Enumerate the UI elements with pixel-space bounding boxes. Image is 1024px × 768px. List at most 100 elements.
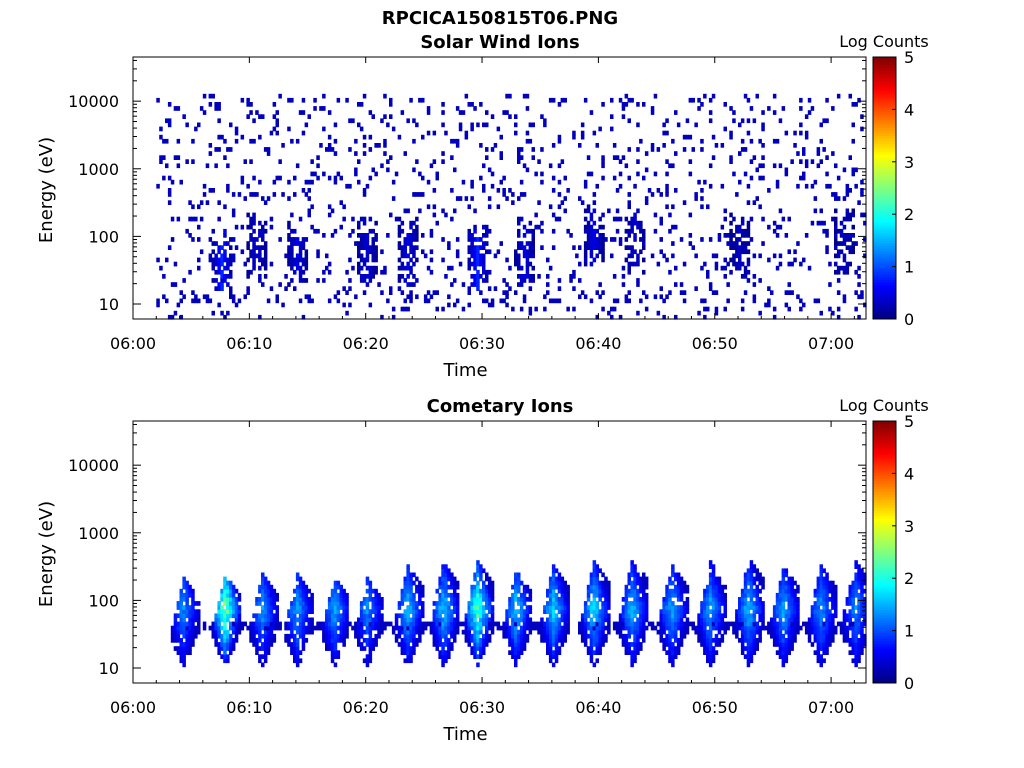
- heatmap-cell: [540, 147, 544, 152]
- heatmap-cell: [778, 613, 783, 619]
- heatmap-cell: [473, 617, 477, 623]
- colorbar-segment: [873, 305, 896, 309]
- heatmap-cell: [845, 245, 850, 250]
- heatmap-cell: [813, 605, 818, 610]
- heatmap-cell: [517, 261, 521, 267]
- heatmap-cell: [330, 208, 335, 214]
- heatmap-cell: [252, 216, 256, 222]
- heatmap-cell: [604, 237, 608, 242]
- heatmap-cell: [781, 609, 786, 614]
- heatmap-cell: [304, 265, 309, 271]
- heatmap-cell: [583, 183, 588, 189]
- heatmap-cell: [810, 220, 815, 226]
- heatmap-cell: [246, 212, 250, 218]
- heatmap-cell: [711, 576, 716, 582]
- heatmap-cell: [784, 646, 789, 651]
- heatmap-cell: [752, 617, 757, 623]
- heatmap-cell: [793, 249, 797, 255]
- heatmap-cell: [851, 605, 855, 610]
- heatmap-cell: [586, 625, 591, 631]
- heatmap-cell: [639, 228, 643, 234]
- heatmap-cell: [746, 580, 751, 586]
- heatmap-cell: [266, 584, 271, 590]
- heatmap-cell: [179, 592, 183, 598]
- heatmap-cell: [470, 584, 474, 590]
- heatmap-cell: [548, 163, 553, 169]
- colorbar-segment: [873, 245, 896, 249]
- heatmap-cell: [668, 650, 672, 655]
- heatmap-cell: [714, 261, 719, 267]
- heatmap-cell: [400, 249, 405, 255]
- heatmap-cell: [330, 147, 335, 152]
- heatmap-cell: [778, 617, 783, 623]
- heatmap-cell: [816, 609, 821, 614]
- heatmap-cell: [857, 658, 861, 664]
- heatmap-cell: [455, 629, 460, 635]
- heatmap-cell: [482, 224, 486, 230]
- heatmap-cell: [307, 617, 311, 623]
- heatmap-cell: [231, 642, 236, 647]
- heatmap-cell: [857, 638, 861, 643]
- heatmap-cell: [470, 646, 474, 651]
- heatmap-cell: [263, 629, 268, 635]
- heatmap-cell: [365, 249, 370, 255]
- heatmap-cell: [796, 584, 800, 590]
- heatmap-cell: [749, 584, 754, 590]
- heatmap-cell: [825, 580, 829, 586]
- heatmap-cell: [708, 560, 713, 565]
- heatmap-cell: [834, 625, 838, 631]
- heatmap-cell: [804, 130, 809, 136]
- heatmap-cell: [397, 625, 402, 631]
- heatmap-cell: [191, 621, 195, 627]
- heatmap-cell: [595, 621, 599, 627]
- heatmap-cell: [371, 646, 375, 651]
- heatmap-cell: [229, 290, 233, 295]
- heatmap-cell: [473, 642, 477, 647]
- heatmap-cell: [775, 138, 780, 144]
- heatmap-cell: [845, 269, 850, 275]
- heatmap-cell: [627, 633, 631, 639]
- heatmap-cell: [514, 588, 518, 594]
- heatmap-cell: [528, 592, 533, 598]
- heatmap-cell: [435, 638, 439, 643]
- heatmap-cell: [729, 159, 733, 164]
- heatmap-cell: [624, 613, 629, 619]
- heatmap-cell: [612, 216, 617, 222]
- heatmap-cell: [772, 314, 777, 320]
- heatmap-cell: [339, 601, 343, 606]
- heatmap-cell: [816, 605, 821, 610]
- heatmap-cell: [391, 314, 396, 320]
- heatmap-cell: [176, 646, 181, 651]
- colorbar-segment: [873, 85, 896, 89]
- heatmap-cell: [467, 249, 471, 255]
- heatmap-cell: [173, 629, 178, 635]
- heatmap-cell: [293, 601, 297, 606]
- heatmap-cell: [519, 629, 524, 635]
- heatmap-cell: [796, 241, 800, 246]
- heatmap-cell: [711, 580, 716, 586]
- heatmap-cell: [234, 224, 239, 230]
- heatmap-cell: [662, 621, 666, 627]
- heatmap-cell: [703, 298, 707, 304]
- y-tick-label: 10000: [68, 456, 119, 475]
- heatmap-cell: [330, 642, 335, 647]
- heatmap-cell: [563, 97, 567, 103]
- heatmap-cell: [421, 592, 425, 598]
- heatmap-cell: [624, 621, 629, 627]
- heatmap-cell: [441, 257, 445, 263]
- heatmap-cell: [293, 625, 297, 631]
- heatmap-cell: [863, 212, 867, 218]
- heatmap-cell: [714, 592, 719, 598]
- heatmap-cell: [197, 298, 201, 304]
- heatmap-cell: [644, 200, 649, 205]
- heatmap-cell: [380, 163, 384, 169]
- heatmap-cell: [261, 654, 265, 659]
- heatmap-cell: [711, 592, 716, 598]
- heatmap-cell: [182, 617, 186, 623]
- heatmap-cell: [327, 261, 332, 267]
- heatmap-cell: [557, 163, 562, 169]
- heatmap-cell: [848, 245, 852, 250]
- heatmap-cell: [674, 633, 678, 639]
- heatmap-cell: [656, 188, 661, 193]
- heatmap-cell: [412, 138, 416, 144]
